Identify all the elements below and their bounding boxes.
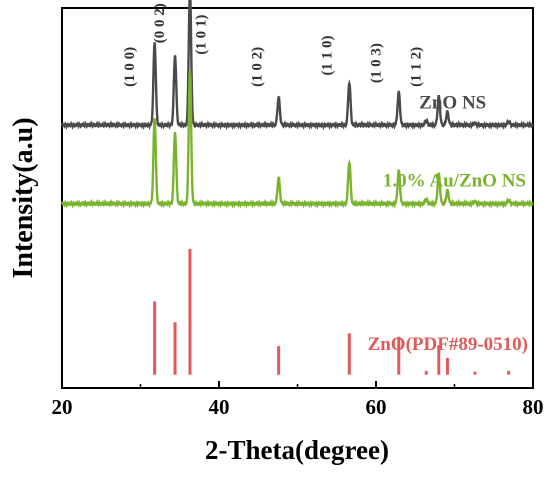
hkl-label: (1 0 3)	[369, 43, 385, 83]
x-axis-ticks: 20 40 60 80	[52, 381, 544, 419]
hkl-label: (1 1 0)	[319, 36, 335, 76]
chart-marks	[60, 0, 534, 375]
series-line	[60, 71, 534, 209]
series-label: ZnO(PDF#89-0510)	[368, 334, 528, 355]
x-tick-label: 60	[366, 395, 387, 419]
series-labels: ZnO NS 1.0% Au/ZnO NS ZnO(PDF#89-0510)	[368, 93, 528, 355]
series-line	[60, 0, 534, 131]
hkl-label: (1 0 0)	[122, 47, 138, 87]
y-axis-title: Intensity(a.u)	[8, 117, 39, 278]
x-tick-label: 40	[209, 395, 230, 419]
hkl-label: (1 0 2)	[249, 47, 265, 87]
hkl-label: (1 0 1)	[194, 15, 210, 55]
series-label: ZnO NS	[419, 93, 486, 114]
series-1	[60, 0, 534, 131]
hkl-label: (1 1 2)	[409, 47, 425, 87]
series-2	[60, 71, 534, 209]
hkl-annotations: (1 0 0) (0 0 2) (1 0 1) (1 0 2) (1 1 0) (1 0 …	[122, 3, 425, 87]
hkl-label: (0 0 2)	[152, 3, 168, 43]
x-tick-label: 20	[52, 395, 73, 419]
x-axis-title: 2-Theta(degree)	[205, 435, 389, 465]
series-3	[153, 248, 511, 375]
x-tick-label: 80	[523, 395, 544, 419]
series-label: 1.0% Au/ZnO NS	[383, 171, 526, 192]
